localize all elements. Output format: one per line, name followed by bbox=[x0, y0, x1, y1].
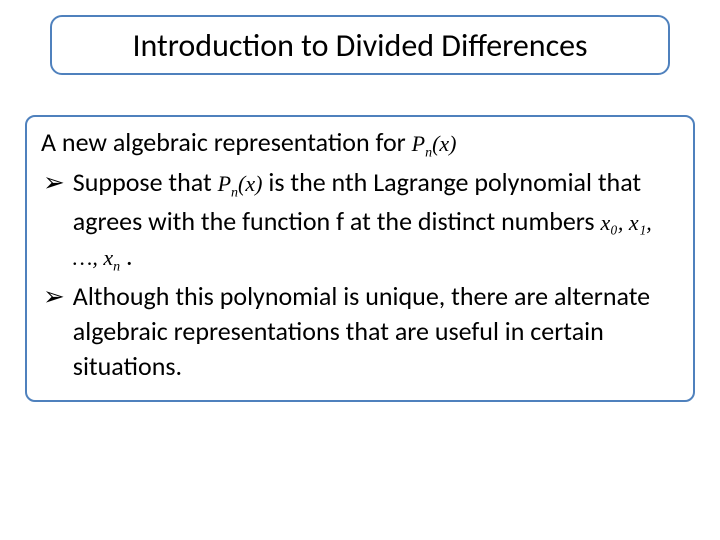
intro-line: A new algebraic representation for Pn(x) bbox=[41, 125, 679, 163]
content-box: A new algebraic representation for Pn(x)… bbox=[25, 115, 695, 402]
bullet-text-2: Although this polynomial is unique, ther… bbox=[73, 279, 679, 384]
bullet-marker: ➢ bbox=[41, 279, 73, 384]
bullet-marker: ➢ bbox=[41, 165, 73, 277]
bullet-text-1: Suppose that Pn(x) is the nth Lagrange p… bbox=[73, 165, 679, 277]
slide-title: Introduction to Divided Differences bbox=[132, 26, 587, 65]
math-pn-body: Pn(x) bbox=[218, 171, 263, 196]
intro-prefix: A new algebraic representation for bbox=[41, 126, 406, 158]
bullet-item-2: ➢ Although this polynomial is unique, th… bbox=[41, 279, 679, 384]
title-box: Introduction to Divided Differences bbox=[50, 15, 670, 75]
bullet-item-1: ➢ Suppose that Pn(x) is the nth Lagrange… bbox=[41, 165, 679, 277]
math-pn-intro: Pn(x) bbox=[412, 131, 457, 156]
